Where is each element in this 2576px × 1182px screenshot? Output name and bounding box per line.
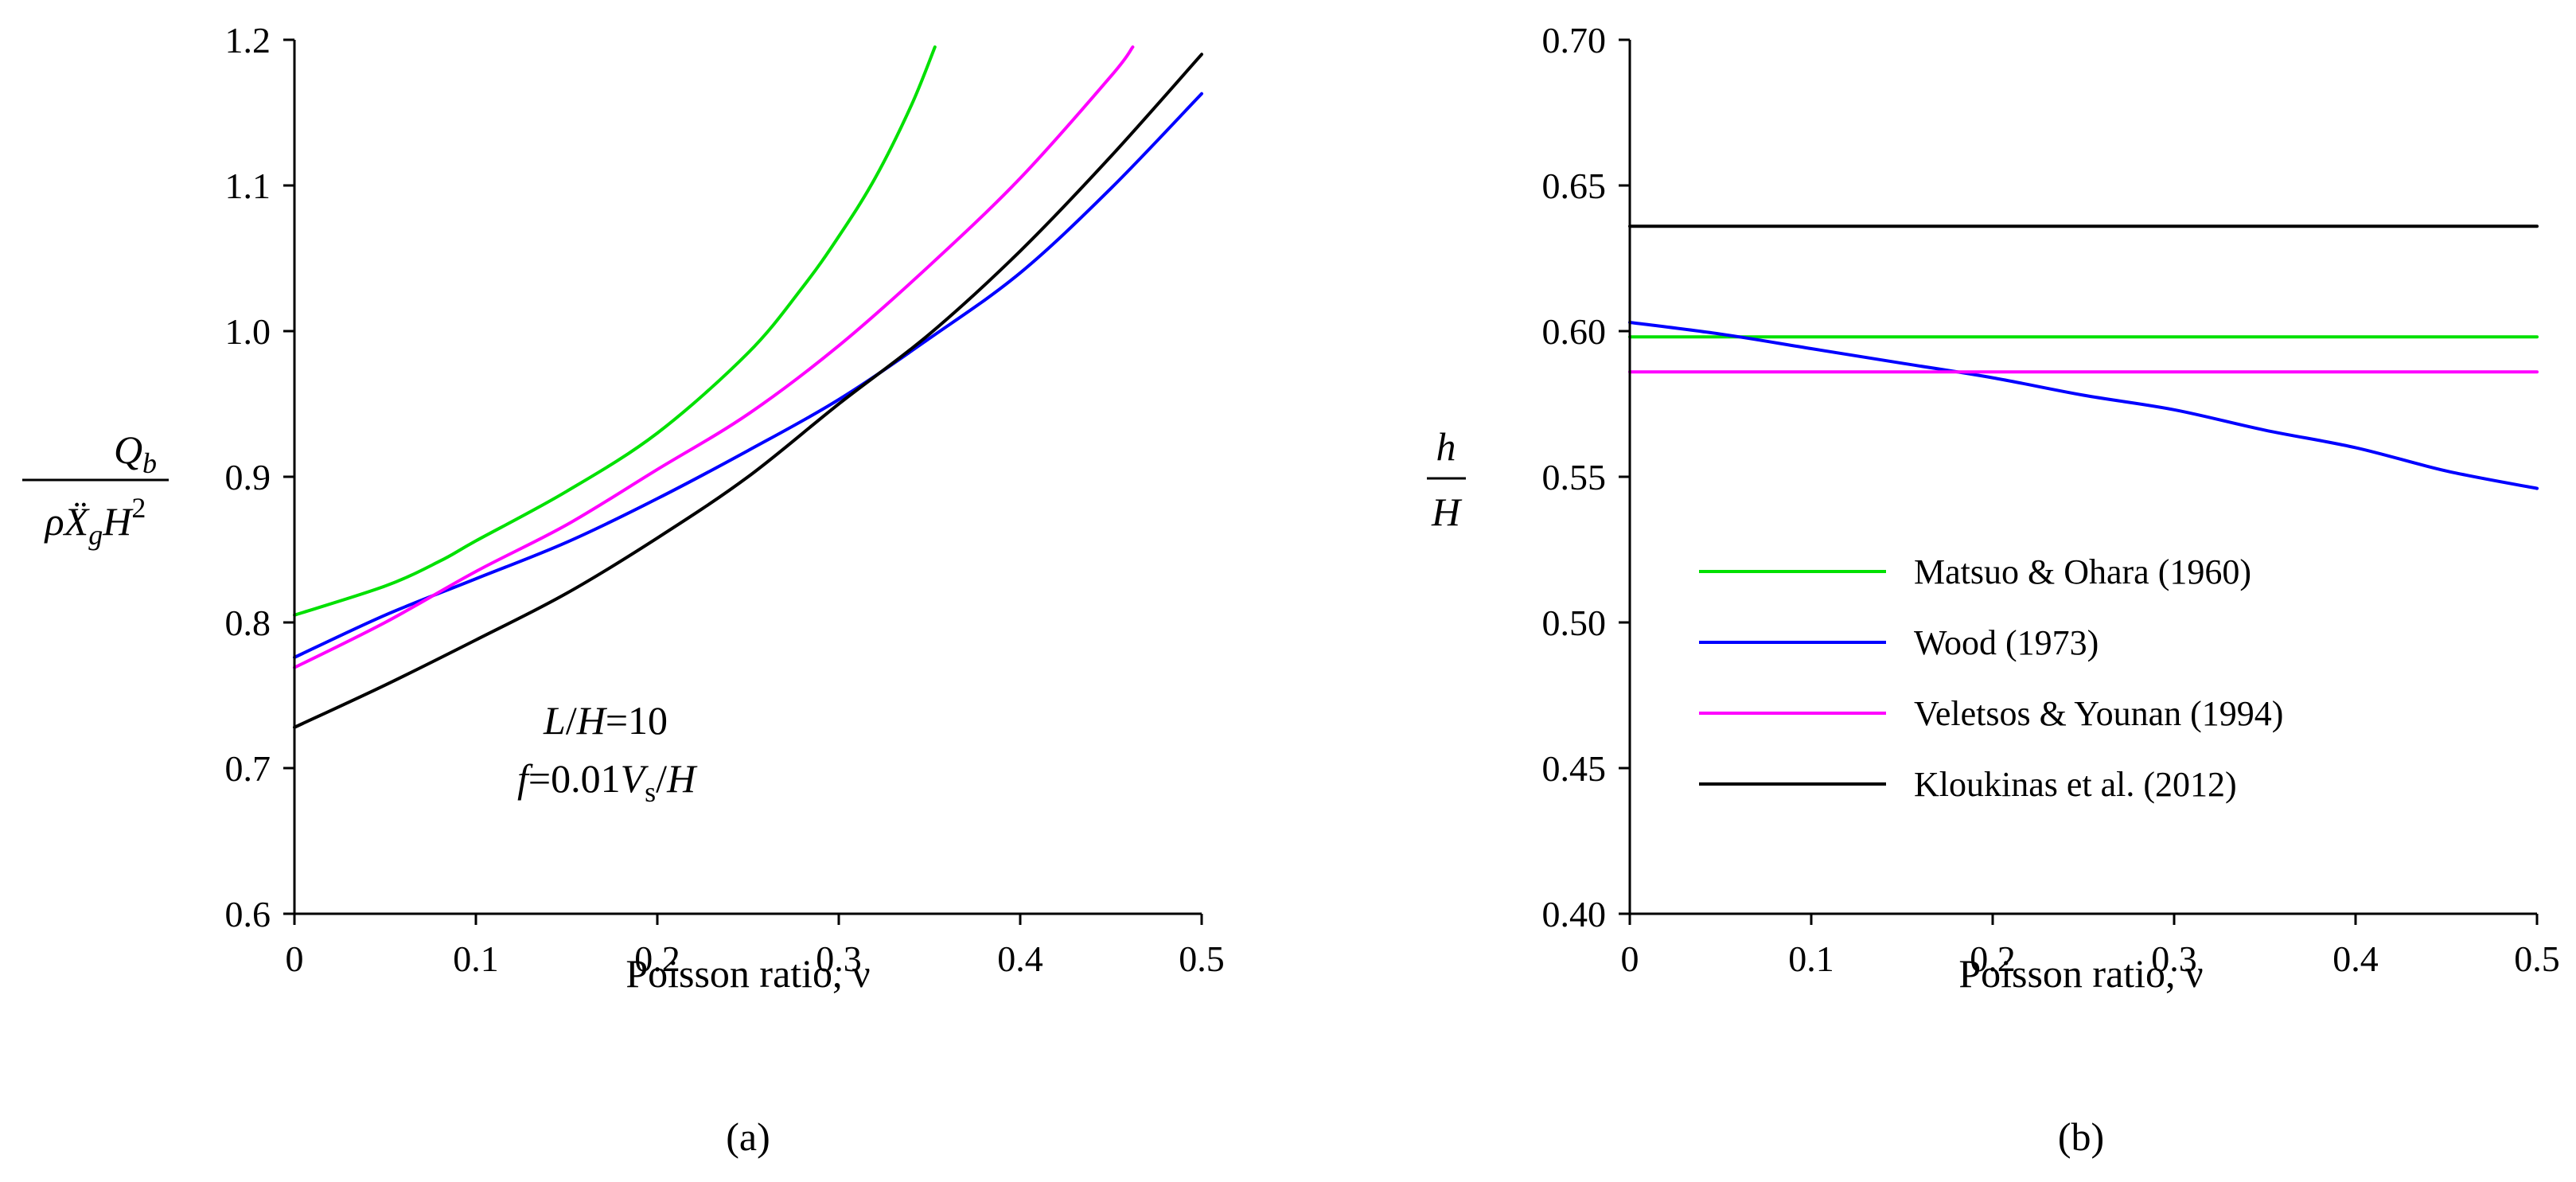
legend-label-kloukinas-et-al-2012: Kloukinas et al. (2012) [1914, 765, 2237, 804]
panel-b-y-tick-label: 0.60 [1542, 311, 1607, 352]
legend-label-veletsos-younan-1994: Veletsos & Younan (1994) [1914, 694, 2283, 733]
legend-label-wood-1973: Wood (1973) [1914, 623, 2099, 662]
panel-a-series-kloukinas-et-al-2012 [293, 53, 1203, 729]
legend: Matsuo & Ohara (1960) Wood (1973) Veletsos… [1699, 552, 2283, 804]
panel-b-y-tick-label: 0.70 [1542, 20, 1607, 60]
panel-b-y-tick-label: 0.55 [1542, 457, 1607, 497]
panel-b-x-tick-label: 0.3 [2151, 938, 2197, 979]
panel-a-x-tick-label: 0.3 [816, 938, 862, 979]
panel-a-series-veletsos-younan-1994 [293, 45, 1135, 669]
panel-b-x-tick-label: 0.1 [1788, 938, 1834, 979]
svg-text:Qb: Qb [114, 427, 157, 479]
panel-a-series-wood-1973 [293, 92, 1203, 659]
panel-b-series-wood-1973 [1628, 321, 2539, 490]
a-ylabel-num-main: Q [114, 427, 142, 472]
panel-a-y-tick-label: 0.8 [225, 603, 271, 643]
a-ylabel-den-main1: ρẌ [44, 499, 91, 544]
panel-a-x-tick-label: 0.2 [634, 938, 680, 979]
panel-a-annotation-line1: L/H=10 [543, 698, 668, 743]
panel-a-series-matsuo-ohara-1960 [293, 45, 937, 617]
panel-b-x-tick-label: 0 [1621, 938, 1639, 979]
b-ylabel-denominator: H [1431, 490, 1463, 534]
panel-b-axes [1628, 40, 2537, 915]
panel-b-y-tick-label: 0.50 [1542, 603, 1607, 643]
panel-a-x-tick-label: 0.4 [997, 938, 1043, 979]
panel-b-y-tick-label: 0.65 [1542, 166, 1607, 206]
panel-a-y-tick-label: 0.6 [225, 894, 271, 934]
panel-a-y-tick-label: 1.2 [225, 20, 271, 60]
panel-b-y-tick-label: 0.40 [1542, 894, 1607, 934]
panel-a-y-tick-label: 1.0 [225, 311, 271, 352]
panel-a-x-tick-label: 0 [286, 938, 304, 979]
a-ylabel-den-main2: H [102, 499, 134, 544]
b-ylabel-numerator: h [1436, 424, 1456, 469]
panel-a-axes [293, 40, 1202, 915]
svg-text:ρẌgH2: ρẌgH2 [44, 492, 146, 551]
panel-a-x-axis-title: Poisson ratio, ν [625, 951, 870, 996]
panel-a-y-tick-label: 1.1 [225, 166, 271, 206]
panel-b-x-axis-title: Poisson ratio, ν [1958, 951, 2203, 996]
panel-a-y-axis-label: Qb ρẌgH2 [22, 427, 169, 551]
panel-b-y-tick-label: 0.45 [1542, 748, 1607, 789]
panel-b-caption: (b) [2058, 1114, 2104, 1159]
panel-a-x-tick-label: 0.5 [1179, 938, 1225, 979]
legend-label-matsuo-ohara-1960: Matsuo & Ohara (1960) [1914, 552, 2251, 591]
panel-b-x-tick-label: 0.5 [2514, 938, 2560, 979]
panel-a-y-tick-label: 0.7 [225, 748, 271, 789]
a-ylabel-den-sup: 2 [131, 492, 146, 524]
panel-b-x-tick-label: 0.2 [1970, 938, 2016, 979]
a-ylabel-num-sub: b [142, 447, 157, 479]
panel-b-x-tick-label: 0.4 [2332, 938, 2379, 979]
panel-a-x-tick-label: 0.1 [453, 938, 499, 979]
panel-a: 0.6 0.7 0.8 0.9 1.0 1.1 1.2 0 0.1 0.2 0.3 0.4 0.5 Qb… [22, 20, 1225, 1159]
panel-a-caption: (a) [726, 1114, 770, 1159]
panel-b-y-axis-label: h H [1427, 424, 1466, 534]
panel-a-y-tick-label: 0.9 [225, 457, 271, 497]
panel-a-annotation-line2: f=0.01Vs/H [517, 756, 698, 808]
a-ylabel-den-sub: g [88, 519, 103, 551]
panel-b: 0.40 0.45 0.50 0.55 0.60 0.65 0.70 0 0.1 0.2 0.3 0.… [1427, 20, 2560, 1159]
